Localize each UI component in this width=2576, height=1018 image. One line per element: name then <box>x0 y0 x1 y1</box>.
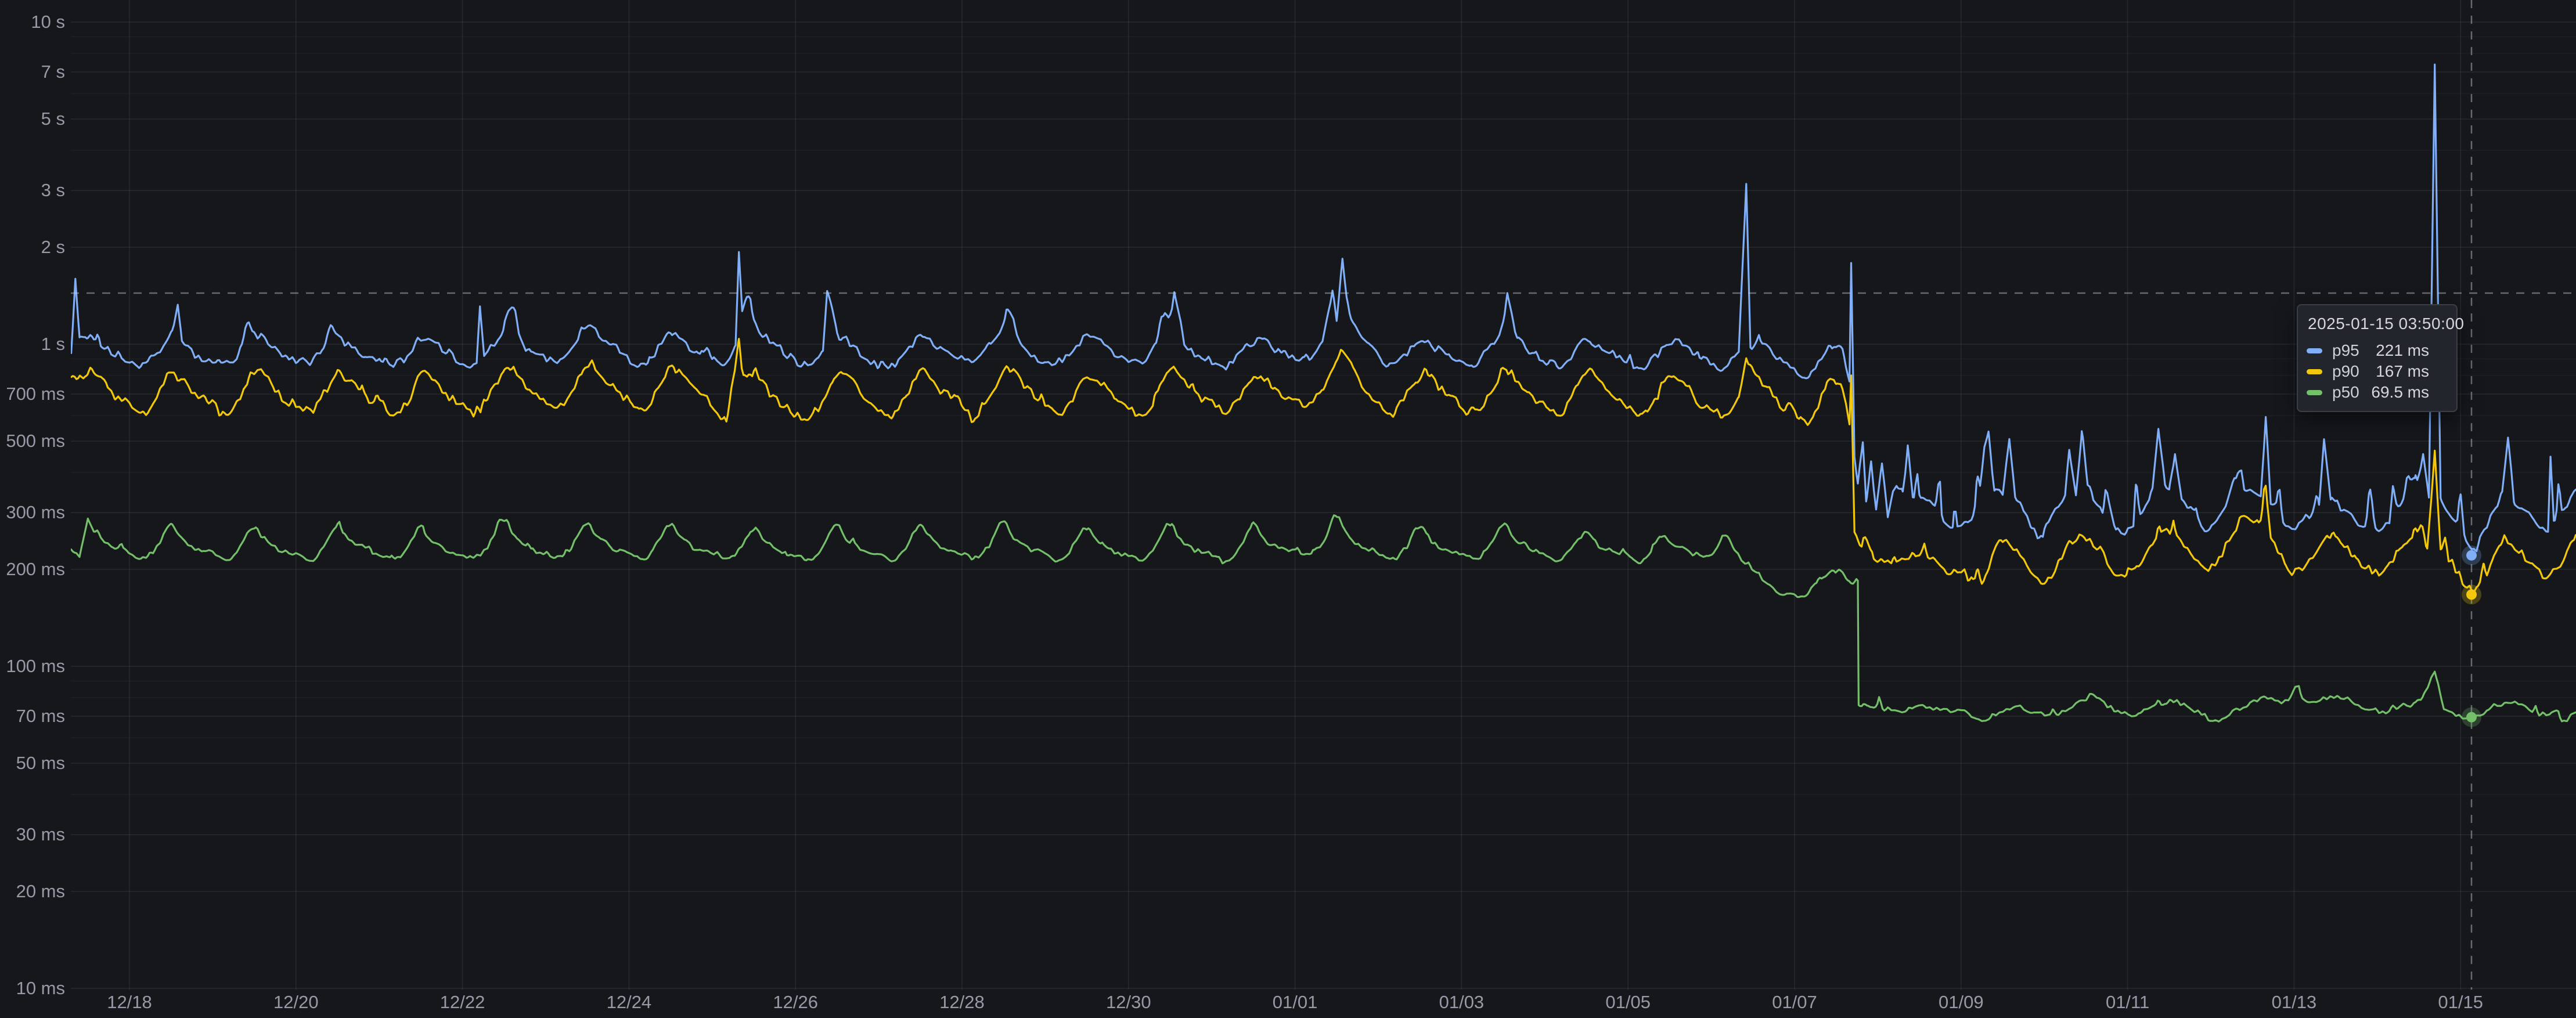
x-tick-label: 12/28 <box>939 992 985 1012</box>
x-tick-label: 01/03 <box>1439 992 1485 1012</box>
p50-series-swatch <box>2307 389 2322 395</box>
tooltip-series-value: 69.5 ms <box>2371 383 2429 401</box>
y-tick-label: 7 s <box>41 61 65 82</box>
tooltip-series-label: p90 <box>2332 362 2359 380</box>
tooltip-series-label: p50 <box>2332 383 2359 401</box>
x-tick-label: 01/05 <box>1605 992 1651 1012</box>
y-tick-label: 20 ms <box>16 880 65 901</box>
y-tick-label: 10 s <box>31 12 65 32</box>
y-tick-label: 700 ms <box>6 383 65 404</box>
tooltip-series-value: 221 ms <box>2376 341 2429 359</box>
y-tick-label: 300 ms <box>6 502 65 523</box>
y-tick-label: 70 ms <box>16 705 65 726</box>
x-tick-label: 12/24 <box>606 992 652 1012</box>
tooltip-row-p90: p90 167 ms <box>2307 361 2448 382</box>
hover-tooltip: 2025-01-15 03:50:00 p95 221 ms p90 167 m… <box>2297 304 2465 412</box>
y-tick-label: 100 ms <box>6 656 65 676</box>
x-tick-label: 01/11 <box>2105 992 2150 1012</box>
y-tick-label: 3 s <box>41 180 65 201</box>
y-tick-label: 10 ms <box>16 978 65 998</box>
x-tick-label: 12/20 <box>273 992 319 1012</box>
x-tick-label: 12/22 <box>439 992 485 1012</box>
y-tick-label: 2 s <box>41 236 65 257</box>
y-tick-label: 50 ms <box>16 753 65 774</box>
x-tick-label: 01/01 <box>1272 992 1318 1012</box>
x-tick-label: 01/09 <box>1939 992 1984 1012</box>
x-tick-label: 01/13 <box>2271 992 2317 1012</box>
p90-series-swatch <box>2307 369 2322 374</box>
y-tick-label: 5 s <box>41 109 65 129</box>
x-tick-label: 12/30 <box>1106 992 1151 1012</box>
x-tick-label: 01/07 <box>1772 992 1817 1012</box>
y-tick-label: 500 ms <box>6 431 65 452</box>
tooltip-row-p95: p95 221 ms <box>2307 340 2448 361</box>
tooltip-series-label: p95 <box>2332 341 2359 359</box>
y-tick-label: 30 ms <box>16 824 65 845</box>
y-tick-label: 200 ms <box>6 558 65 579</box>
x-tick-label: 12/26 <box>773 992 818 1012</box>
tooltip-timestamp: 2025-01-15 03:50:00 <box>2308 315 2465 333</box>
y-tick-label: 1 s <box>41 334 65 354</box>
x-tick-label: 01/15 <box>2438 992 2483 1012</box>
tooltip-series-value: 167 ms <box>2376 362 2429 380</box>
x-tick-label: 12/18 <box>107 992 152 1012</box>
p95-series-swatch <box>2307 348 2322 353</box>
tooltip-row-p50: p50 69.5 ms <box>2307 382 2448 403</box>
